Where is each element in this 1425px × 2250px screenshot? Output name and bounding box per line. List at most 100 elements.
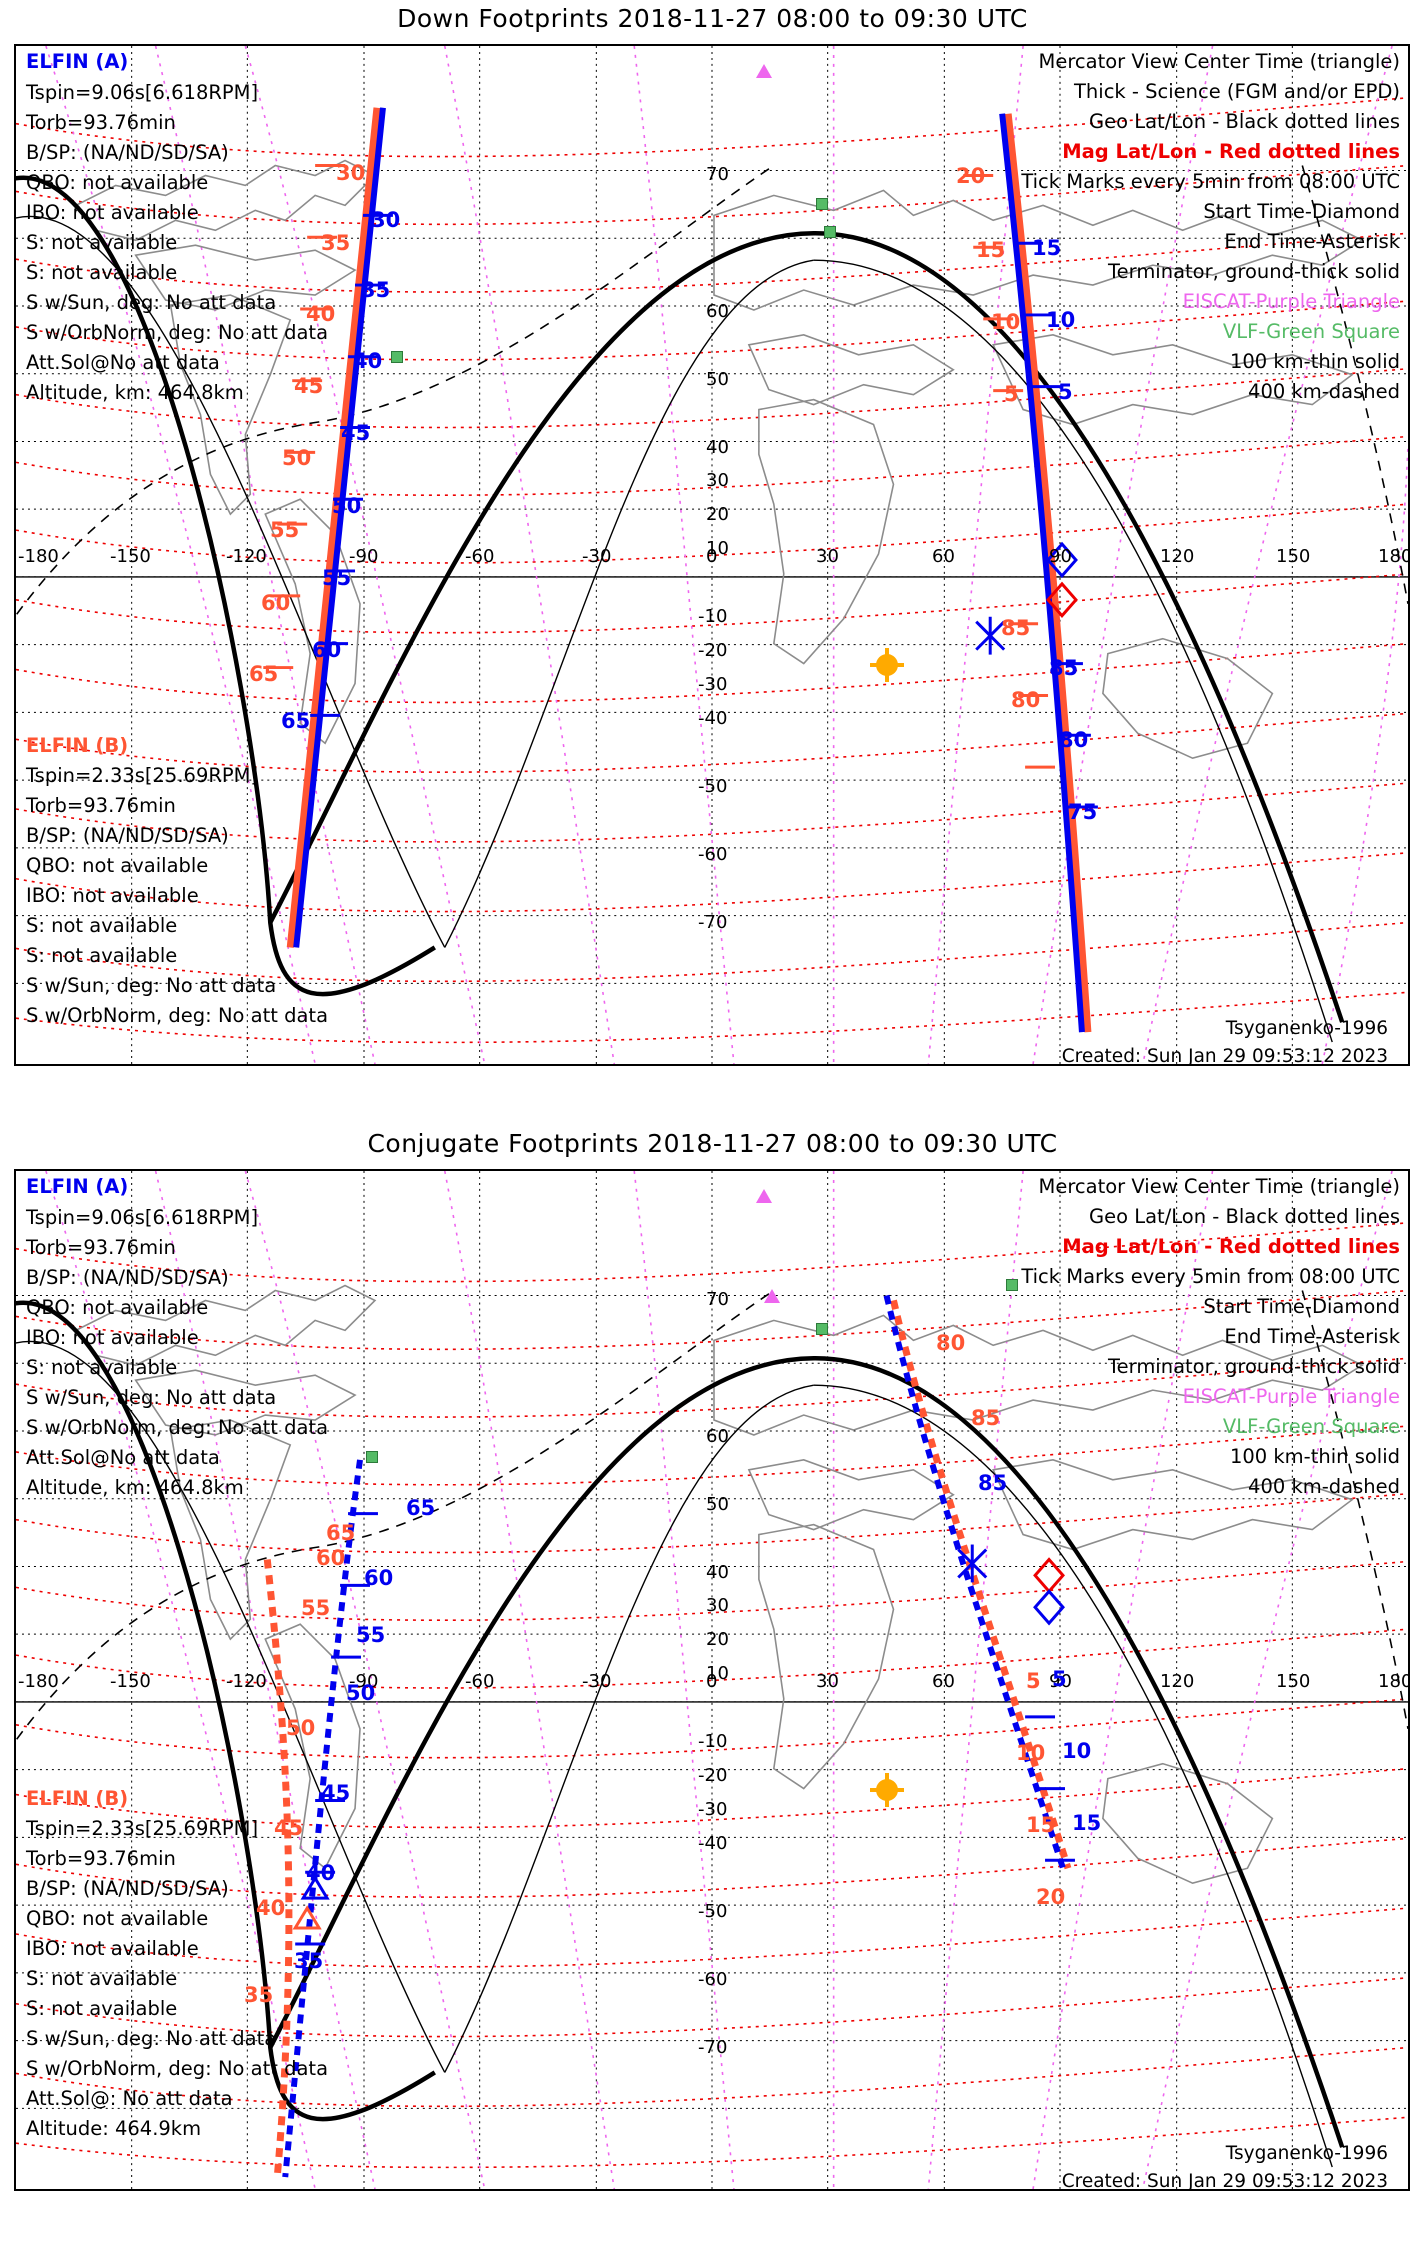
conjugate-start-diamond: [1033, 1557, 1065, 1626]
legend2-line-9: 100 km-thin solid: [1229, 1445, 1400, 1468]
elfin-a2-line-2: B/SP: (NA/ND/SD/SA): [26, 1266, 229, 1289]
elfin-a2-line-5: S: not available: [26, 1356, 178, 1379]
elfin-b-line-6: S: not available: [26, 944, 178, 967]
model-label-2: Tsyganenko-1996: [1225, 2143, 1388, 2164]
elfin-b-line-3: QBO: not available: [26, 854, 209, 877]
elfin-a-line-5: S: not available: [26, 231, 178, 254]
elfin-b2-line-3: QBO: not available: [26, 1907, 209, 1930]
elfin-a-line-9: Att.Sol@No att data: [26, 351, 220, 374]
elfin-b2-line-2: B/SP: (NA/ND/SD/SA): [26, 1877, 229, 1900]
end-time-asterisk: [975, 616, 1006, 655]
elfin-a2-line-0: Tspin=9.06s[6.618RPM]: [26, 1206, 259, 1229]
elfin-b-line-1: Torb=93.76min: [26, 794, 176, 817]
elfin-a-line-0: Tspin=9.06s[6.618RPM]: [26, 81, 259, 104]
elfin-b-line-7: S w/Sun, deg: No att data: [26, 974, 277, 997]
map-frame: ELFIN (A) Tspin=9.06s[6.618RPM] Torb=93.…: [14, 44, 1410, 1066]
eiscat-triangle-icon-2: [764, 1289, 780, 1303]
legend-line-4: Tick Marks every 5min from 08:00 UTC: [1021, 170, 1400, 193]
elfin-a-track: [293, 107, 1085, 1033]
elfin-b2-line-6: S: not available: [26, 1997, 178, 2020]
vlf-square-icon-2: [816, 1323, 828, 1335]
elfin-a-line-2: B/SP: (NA/ND/SD/SA): [26, 141, 229, 164]
panel-title: Down Footprints 2018-11-27 08:00 to 09:3…: [397, 4, 1028, 33]
elfin-b-line-8: S w/OrbNorm, deg: No att data: [26, 1004, 329, 1027]
map-frame-2: ELFIN (A) Tspin=9.06s[6.618RPM] Torb=93.…: [14, 1169, 1410, 2191]
elfin-a-line-3: QBO: not available: [26, 171, 209, 194]
elfin-b2-line-9: Att.Sol@: No att data: [26, 2087, 233, 2110]
elfin-a-line-8: S w/OrbNorm, deg: No att data: [26, 321, 329, 344]
elfin-a-name: ELFIN (A): [26, 50, 129, 73]
elfin-b2-line-1: Torb=93.76min: [26, 1847, 176, 1870]
elfin-a-line-4: IBO: not available: [26, 201, 199, 224]
elfin-b-name-2: ELFIN (B): [26, 1787, 129, 1810]
elfin-b2-line-7: S w/Sun, deg: No att data: [26, 2027, 277, 2050]
elfin-b2-line-5: S: not available: [26, 1967, 178, 1990]
subsolar-sun-icon-2: [870, 1779, 904, 1801]
legend-line-8: EISCAT-Purple Triangle: [1182, 290, 1400, 313]
mag-gridlines: [16, 97, 1408, 1044]
elfin-a-line-6: S: not available: [26, 261, 178, 284]
legend2-line-0: Mercator View Center Time (triangle): [1038, 1175, 1401, 1198]
elfin-b-line-2: B/SP: (NA/ND/SD/SA): [26, 824, 229, 847]
legend2-line-1: Geo Lat/Lon - Black dotted lines: [1089, 1205, 1400, 1228]
elfin-b-name: ELFIN (B): [26, 734, 129, 757]
legend2-line-4: Start Time-Diamond: [1203, 1295, 1400, 1318]
elfin-a-line-10: Altitude, km: 464.8km: [26, 381, 244, 404]
elfin-b-tickmarks: [263, 164, 1056, 769]
legend-line-9: VLF-Green Square: [1222, 320, 1400, 343]
legend-line-7: Terminator, ground-thick solid: [1108, 260, 1400, 283]
elfin-a-name-2: ELFIN (A): [26, 1175, 129, 1198]
legend2-line-3: Tick Marks every 5min from 08:00 UTC: [1021, 1265, 1400, 1288]
elfin-a-line-7: S w/Sun, deg: No att data: [26, 291, 277, 314]
elfin-a2-line-3: QBO: not available: [26, 1296, 209, 1319]
elfin-b-line-0: Tspin=2.33s[25.69RPM]: [26, 764, 259, 787]
elfin-a-line-1: Torb=93.76min: [26, 111, 176, 134]
legend-line-11: 400 km-dashed: [1248, 380, 1400, 403]
created-label-2: Created: Sun Jan 29 09:53:12 2023: [1061, 2171, 1388, 2191]
world-map-svg-2: [16, 1171, 1408, 2189]
elfin-a-conjugate-track: [282, 1294, 1066, 2178]
elfin-a-tickmarks: [310, 213, 1098, 809]
world-map-svg: [16, 46, 1408, 1064]
legend2-line-6: Terminator, ground-thick solid: [1108, 1355, 1400, 1378]
panel-conjugate-footprints: Conjugate Footprints 2018-11-27 08:00 to…: [0, 1125, 1425, 2250]
elfin-b-line-5: S: not available: [26, 914, 178, 937]
legend-line-3: Mag Lat/Lon - Red dotted lines: [1062, 140, 1400, 163]
elfin-a2-line-8: Att.Sol@No att data: [26, 1446, 220, 1469]
eiscat-triangle-icon-2: [756, 1189, 772, 1203]
elfin-b2-line-4: IBO: not available: [26, 1937, 199, 1960]
legend-line-1: Thick - Science (FGM and/or EPD): [1074, 80, 1400, 103]
conjugate-end-asterisk: [957, 1544, 988, 1583]
vlf-square-icon: [824, 226, 836, 238]
elfin-b2-line-0: Tspin=2.33s[25.69RPM]: [26, 1817, 259, 1840]
legend2-line-7: EISCAT-Purple Triangle: [1182, 1385, 1400, 1408]
model-label: Tsyganenko-1996: [1225, 1018, 1388, 1039]
legend2-line-10: 400 km-dashed: [1248, 1475, 1400, 1498]
legend-line-6: End Time-Asterisk: [1224, 230, 1400, 253]
elfin-a2-line-7: S w/OrbNorm, deg: No att data: [26, 1416, 329, 1439]
legend-line-2: Geo Lat/Lon - Black dotted lines: [1089, 110, 1400, 133]
elfin-b2-line-10: Altitude: 464.9km: [26, 2117, 202, 2140]
panel-down-footprints: Down Footprints 2018-11-27 08:00 to 09:3…: [0, 0, 1425, 1125]
legend-line-10: 100 km-thin solid: [1229, 350, 1400, 373]
legend-line-0: Mercator View Center Time (triangle): [1038, 50, 1401, 73]
conjugate-tickmarks-a: [295, 1512, 1075, 1946]
panel-title-2: Conjugate Footprints 2018-11-27 08:00 to…: [367, 1129, 1058, 1158]
conjugate-triangle-marker: [292, 1875, 330, 1930]
terminator-curves: [16, 164, 1408, 1043]
vlf-square-icon-2: [1006, 1279, 1018, 1291]
elfin-a2-line-9: Altitude, km: 464.8km: [26, 1476, 244, 1499]
subsolar-sun-icon: [870, 654, 904, 676]
vlf-square-icon: [391, 351, 403, 363]
legend-line-5: Start Time-Diamond: [1203, 200, 1400, 223]
start-time-diamond: [1046, 541, 1078, 619]
vlf-square-icon: [816, 198, 828, 210]
eiscat-triangle-icon: [756, 64, 772, 78]
legend2-line-5: End Time-Asterisk: [1224, 1325, 1400, 1348]
elfin-b-line-4: IBO: not available: [26, 884, 199, 907]
elfin-a2-line-1: Torb=93.76min: [26, 1236, 176, 1259]
legend2-line-8: VLF-Green Square: [1222, 1415, 1400, 1438]
elfin-b2-line-8: S w/OrbNorm, deg: No att data: [26, 2057, 329, 2080]
created-label: Created: Sun Jan 29 09:53:12 2023: [1061, 1046, 1388, 1066]
geo-gridlines: [16, 46, 1408, 1064]
